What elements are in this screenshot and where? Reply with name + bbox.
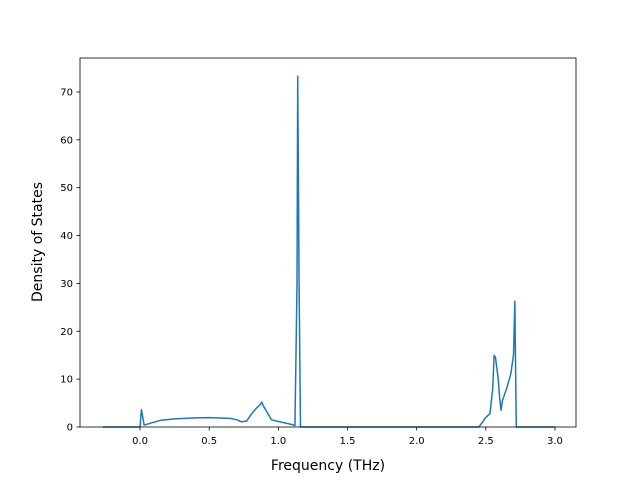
y-tick-label: 0 — [67, 423, 73, 434]
x-tick-label: 0.5 — [201, 436, 217, 447]
y-tick-label: 20 — [60, 327, 73, 338]
y-tick-label: 30 — [60, 279, 73, 290]
x-tick-label: 0.0 — [132, 436, 148, 447]
line-series — [102, 75, 555, 428]
x-tick-label: 2.0 — [409, 436, 425, 447]
y-tick-label: 10 — [60, 375, 73, 386]
y-tick-label: 40 — [60, 231, 73, 242]
plot-frame — [79, 57, 577, 428]
y-tick-label: 50 — [60, 183, 73, 194]
x-tick-label: 3.0 — [547, 436, 563, 447]
x-axis-label: Frequency (THz) — [271, 458, 385, 474]
y-tick-label: 60 — [60, 135, 73, 146]
x-tick-label: 2.5 — [478, 436, 494, 447]
x-tick-label: 1.5 — [340, 436, 356, 447]
x-tick-label: 1.0 — [270, 436, 286, 447]
y-axis-label: Density of States — [30, 182, 46, 302]
y-tick-label: 70 — [60, 87, 73, 98]
